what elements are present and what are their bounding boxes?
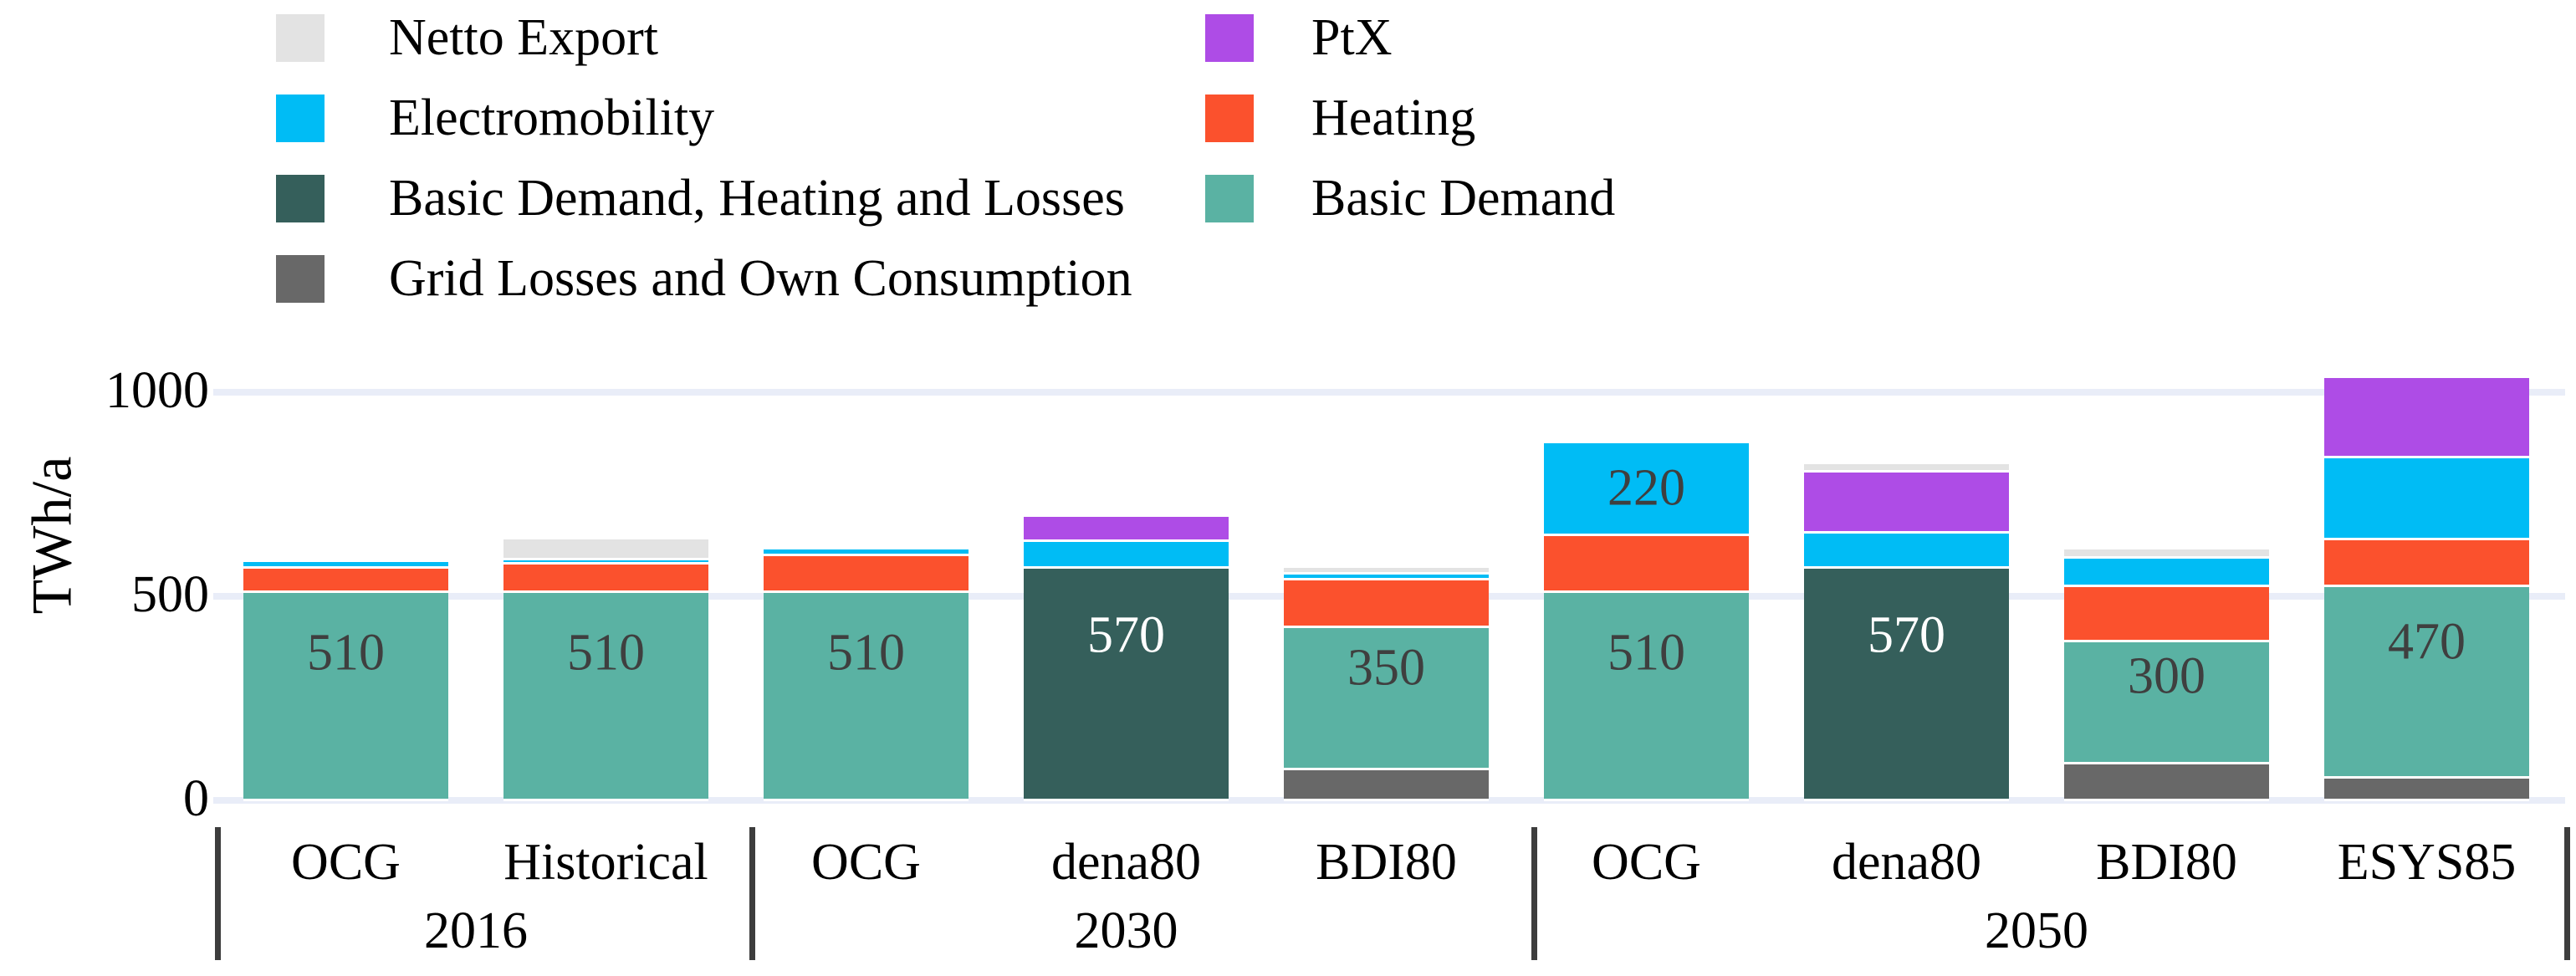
segment-elec [1544,443,1749,534]
group-separator-0 [215,827,221,960]
group-separator-2 [1531,827,1537,960]
value-label: 350 [1347,639,1425,697]
legend-swatch-netto [276,14,325,62]
legend-label-elec: Electromobility [389,89,715,146]
segment-elec [503,558,708,562]
group-separator-1 [749,827,755,960]
legend-swatch-bdhl [276,175,325,222]
segment-bdhl [1024,565,1229,799]
x-tick-label-ocg: OCG [1592,834,1701,891]
segment-elec [2064,555,2269,585]
segment-basic [2064,639,2269,763]
segment-ptx [1804,470,2009,532]
legend-swatch-elec [276,95,325,142]
segment-elec [2324,456,2529,538]
segment-basic [243,590,448,799]
value-label: 470 [2388,613,2466,671]
x-tick-label-esys85: ESYS85 [2337,834,2517,891]
legend-swatch-grid [276,255,325,303]
y-tick-label: 1000 [105,362,209,419]
y-tick-label: 500 [131,566,209,623]
x-tick-label-historical: Historical [503,834,708,891]
segment-grid [1284,768,1489,799]
legend-label-ptx: PtX [1311,9,1393,66]
legend-swatch-basic [1205,175,1254,222]
value-label: 510 [827,624,905,682]
value-label: 570 [1868,606,1945,664]
segment-heating [1284,578,1489,626]
year-label-2050: 2050 [1985,902,2088,959]
group-separator-3 [2564,827,2570,960]
segment-heating [503,561,708,591]
segment-ptx [1024,517,1229,540]
legend-label-bdhl: Basic Demand, Heating and Losses [389,170,1125,227]
segment-basic [1284,625,1489,769]
y-gridline-0 [213,797,2565,804]
segment-basic [1544,590,1749,799]
segment-elec [1024,539,1229,566]
value-label: 300 [2128,647,2205,705]
value-label: 570 [1087,606,1165,664]
x-tick-label-dena80: dena80 [1050,834,1202,891]
segment-elec [1284,572,1489,579]
segment-elec [243,561,448,566]
segment-elec [1804,531,2009,566]
value-label: 510 [307,624,385,682]
segment-bdhl [1804,565,2009,799]
segment-ptx [2324,378,2529,457]
legend-label-basic: Basic Demand [1311,170,1616,227]
value-label: 510 [567,624,645,682]
segment-basic [764,590,969,799]
segment-netto [2064,549,2269,556]
legend-label-heating: Heating [1311,89,1476,146]
legend-label-grid: Grid Losses and Own Consumption [389,250,1132,307]
x-tick-label-ocg: OCG [291,834,401,891]
x-tick-label-ocg: OCG [811,834,921,891]
x-tick-label-dena80: dena80 [1831,834,1982,891]
segment-grid [2324,776,2529,799]
legend-swatch-heating [1205,95,1254,142]
x-tick-label-bdi80: BDI80 [1316,834,1457,891]
x-tick-label-bdi80: BDI80 [2096,834,2237,891]
segment-grid [2064,762,2269,799]
segment-heating [2064,584,2269,640]
segment-basic [2324,584,2529,777]
legend-label-netto: Netto Export [389,9,658,66]
segment-heating [2324,537,2529,585]
year-label-2030: 2030 [1074,902,1178,959]
segment-heating [1544,533,1749,591]
legend-swatch-ptx [1205,14,1254,62]
segment-heating [243,565,448,591]
segment-heating [764,554,969,591]
segment-netto [503,539,708,559]
segment-netto [1284,568,1489,573]
value-label: 220 [1607,459,1685,517]
y-gridline-1000 [213,389,2565,396]
segment-netto [1804,463,2009,471]
segment-elec [764,549,969,554]
year-label-2016: 2016 [424,902,528,959]
segment-basic [503,590,708,799]
y-tick-label: 0 [183,770,209,827]
value-label: 510 [1607,624,1685,682]
